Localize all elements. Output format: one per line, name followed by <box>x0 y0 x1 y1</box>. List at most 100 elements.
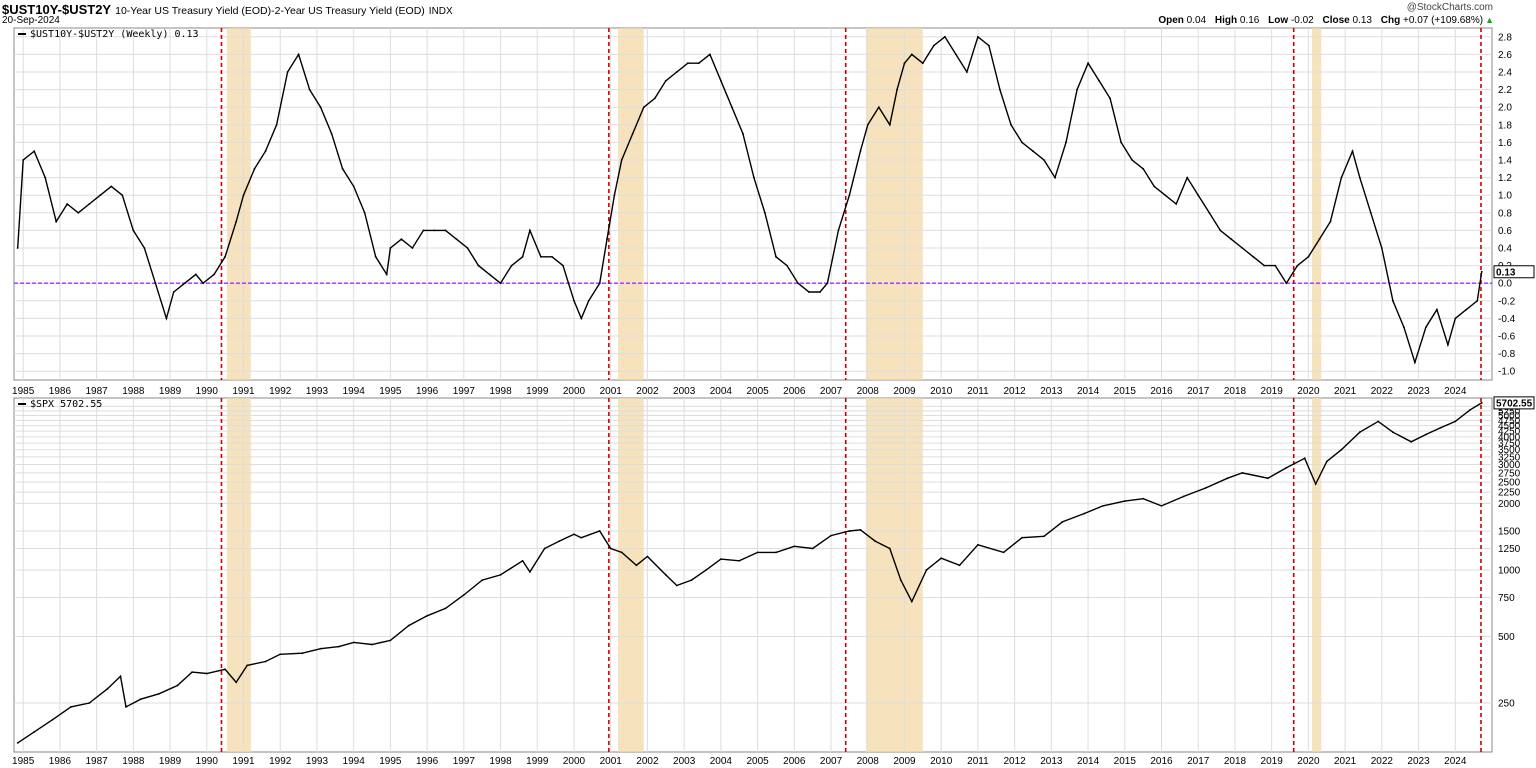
data-point <box>620 159 623 161</box>
x-tick-label: 2011 <box>967 386 989 397</box>
data-point <box>587 299 590 302</box>
x-tick-label: 2003 <box>673 756 696 767</box>
x-tick-label: 2002 <box>636 386 659 397</box>
y-tick-label: 2.8 <box>1498 32 1512 43</box>
x-tick-label: 1991 <box>232 386 255 397</box>
data-point <box>202 282 205 285</box>
data-point <box>264 150 267 153</box>
data-point <box>194 273 197 276</box>
data-point <box>1164 194 1167 197</box>
data-point <box>301 652 304 655</box>
data-point <box>176 684 179 687</box>
data-point <box>664 574 667 576</box>
y-tick-label: 1.2 <box>1498 173 1512 184</box>
data-point <box>859 528 862 531</box>
data-point <box>631 132 634 135</box>
data-point <box>551 255 553 258</box>
stockcharts-brand[interactable]: @StockCharts.com <box>1406 2 1493 13</box>
panel-title: $UST10Y-$UST2Y (Weekly) 0.13 <box>30 29 199 40</box>
data-point <box>407 624 410 627</box>
data-point <box>705 569 708 571</box>
x-tick-label: 2018 <box>1224 386 1247 397</box>
x-tick-label: 2021 <box>1334 386 1357 397</box>
data-point <box>1087 62 1089 65</box>
x-tick-label: 2003 <box>673 386 696 397</box>
x-tick-label: 2023 <box>1407 386 1430 397</box>
data-point <box>1358 431 1361 434</box>
data-point <box>183 282 186 285</box>
data-point <box>1351 150 1354 153</box>
close-value: 0.13 <box>1352 15 1372 26</box>
chart-panel-2: 1985 1986 1987 1988 1989 1990 1991 1992 1993 1994… <box>12 396 1535 767</box>
x-tick-label: 1994 <box>343 756 366 767</box>
data-point <box>521 255 524 258</box>
data-point <box>521 559 524 562</box>
data-point <box>400 238 403 241</box>
x-tick-label: 2014 <box>1077 756 1100 767</box>
data-point <box>1285 282 1288 285</box>
x-tick-label: 1998 <box>489 756 512 767</box>
x-tick-label: 1990 <box>196 386 219 397</box>
data-point <box>1043 159 1045 161</box>
data-point <box>826 282 829 285</box>
x-tick-label: 2022 <box>1371 756 1394 767</box>
data-point <box>341 167 344 170</box>
x-tick-label: 2015 <box>1114 386 1137 397</box>
x-tick-label: 1986 <box>49 386 72 397</box>
data-point <box>944 35 946 38</box>
open-value: 0.04 <box>1186 15 1207 26</box>
data-point <box>921 62 924 65</box>
data-point <box>866 123 869 126</box>
data-point <box>720 79 722 82</box>
data-point <box>363 211 366 214</box>
data-point <box>1098 79 1100 82</box>
data-point <box>44 176 47 179</box>
x-tick-label: 2011 <box>967 756 989 767</box>
x-tick-label: 1999 <box>526 386 549 397</box>
x-tick-label: 2006 <box>783 756 806 767</box>
data-point <box>580 536 583 539</box>
data-point <box>1219 229 1222 232</box>
data-point <box>529 571 531 573</box>
data-point <box>165 317 168 320</box>
data-point <box>88 203 91 205</box>
data-point <box>529 229 531 232</box>
data-point <box>1123 500 1126 502</box>
x-tick-label: 2000 <box>563 756 586 767</box>
x-tick-label: 2010 <box>930 756 953 767</box>
chart-header: $UST10Y-$UST2Y 10-Year US Treasury Yield … <box>0 0 1536 28</box>
x-tick-label: 1991 <box>232 756 255 767</box>
x-tick-label: 1992 <box>269 386 292 397</box>
y-tick-label: 3750 <box>1498 439 1521 450</box>
x-tick-label: 1994 <box>343 386 366 397</box>
y-tick-label: 1.4 <box>1498 156 1512 167</box>
data-point <box>808 291 810 293</box>
x-tick-label: 1998 <box>489 386 512 397</box>
data-point <box>99 194 102 197</box>
data-point <box>132 229 135 232</box>
data-point <box>466 247 469 249</box>
data-point <box>371 643 373 646</box>
data-point <box>1197 194 1200 197</box>
data-point <box>462 594 465 596</box>
data-point <box>143 247 146 249</box>
y-tick-label: 3250 <box>1498 452 1521 463</box>
data-point <box>1054 176 1056 179</box>
data-point <box>308 88 311 91</box>
recession-band <box>226 398 251 752</box>
y-tick-label: 5250 <box>1498 406 1521 417</box>
data-point <box>22 159 25 161</box>
data-point <box>444 229 447 232</box>
data-point <box>910 53 913 56</box>
data-point <box>499 282 502 285</box>
symbol-title[interactable]: $UST10Y-$UST2Y <box>2 2 112 17</box>
symbol-description: 10-Year US Treasury Yield (EOD)-2-Year U… <box>115 5 425 17</box>
data-point <box>635 564 638 567</box>
x-tick-label: 2013 <box>1040 756 1063 767</box>
data-point <box>1296 264 1299 267</box>
ohlc-readout: Open 0.04 High 0.16 Low -0.02 Close 0.13… <box>1158 15 1494 26</box>
data-point <box>955 53 957 56</box>
data-point <box>510 264 513 267</box>
data-point <box>319 106 322 109</box>
